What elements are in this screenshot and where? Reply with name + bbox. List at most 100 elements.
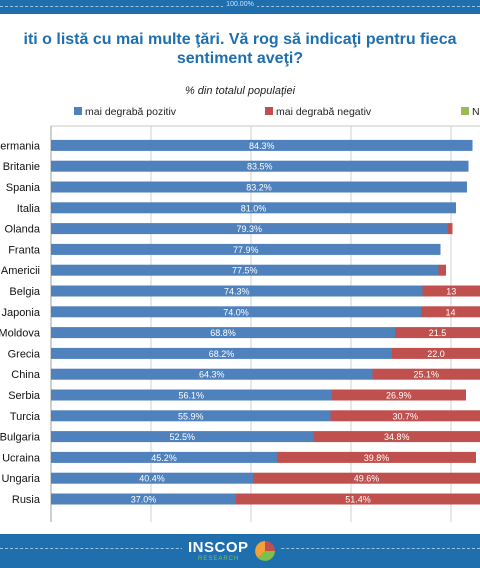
data-label-positive: 56.1% <box>178 391 204 401</box>
data-label-positive: 74.0% <box>223 307 249 317</box>
chart-title-line-1: iti o listă cu mai multe ţări. Vă rog să… <box>23 31 457 48</box>
data-label-negative: 30.7% <box>392 411 418 421</box>
data-label-negative: 51.4% <box>345 495 371 505</box>
inscop-logo: INSCOP RESEARCH <box>182 537 280 565</box>
data-label-positive: 83.2% <box>246 183 272 193</box>
category-label: Britanie <box>3 161 40 173</box>
chart-title: iti o listă cu mai multe ţări. Vă rog să… <box>0 30 480 68</box>
bar-negative <box>392 347 480 359</box>
data-label-positive: 83.5% <box>247 162 273 172</box>
data-label-negative: 25.1% <box>413 370 439 380</box>
category-label: Ucraina <box>2 452 41 464</box>
category-label: Bulgaria <box>0 432 41 444</box>
category-label: ermania <box>0 140 41 152</box>
data-label-negative: 39.8% <box>364 453 390 463</box>
data-label-negative: 13 <box>446 287 456 297</box>
category-label: Serbia <box>8 390 41 402</box>
data-label-positive: 74.3% <box>224 287 250 297</box>
data-label-positive: 68.8% <box>210 328 236 338</box>
legend-label-third: N <box>472 106 480 118</box>
legend-swatch-third <box>461 107 469 115</box>
data-label-negative: 49.6% <box>354 474 380 484</box>
chart-subtitle: % din totalul populaţiei <box>184 85 296 97</box>
data-label-positive: 84.3% <box>249 141 275 151</box>
data-label-positive: 45.2% <box>151 453 177 463</box>
data-label-positive: 40.4% <box>139 474 165 484</box>
bar-positive <box>51 431 314 443</box>
bar-positive <box>51 264 439 276</box>
legend-item-positive: mai degrabă pozitiv <box>74 106 176 118</box>
legend-swatch-negative <box>265 107 273 115</box>
data-label-positive: 52.5% <box>169 432 195 442</box>
category-label: Olanda <box>5 224 41 236</box>
logo-pie-icon <box>255 541 275 561</box>
legend-swatch-positive <box>74 107 82 115</box>
category-label: Moldova <box>0 328 41 340</box>
category-label: Franta <box>8 244 41 256</box>
data-label-negative: 34.8% <box>384 432 410 442</box>
bar-negative <box>330 410 480 422</box>
legend-label-positive: mai degrabă pozitiv <box>85 106 177 118</box>
data-label-negative: 21.5 <box>429 328 447 338</box>
category-label: Rusia <box>12 494 41 506</box>
bar-positive <box>51 389 332 401</box>
footer-band: INSCOP RESEARCH <box>0 534 480 568</box>
legend-label-negative: mai degrabă negativ <box>276 106 372 118</box>
chart-legend: mai degrabă pozitiv mai degrabă negativ … <box>0 106 480 120</box>
bar-chart: ermania 84.3% Britanie 83.5% Spania 83.2% Ital… <box>0 125 480 522</box>
bar-positive <box>51 451 277 463</box>
bar-positive <box>51 410 331 422</box>
data-label-positive: 79.3% <box>236 224 262 234</box>
bar-negative <box>395 327 480 339</box>
category-label: Grecia <box>8 348 41 360</box>
data-label-positive: 55.9% <box>178 411 204 421</box>
category-label: Belgia <box>9 286 40 298</box>
data-label-positive: 81.0% <box>241 203 267 213</box>
legend-item-third: N <box>461 106 480 118</box>
data-label-positive: 77.5% <box>232 266 258 276</box>
category-label: China <box>11 369 41 381</box>
category-label: Turcia <box>10 411 41 423</box>
data-label-negative: 26.9% <box>386 391 412 401</box>
category-label: Americii <box>1 265 40 277</box>
data-label-positive: 64.3% <box>199 370 225 380</box>
bar-positive <box>51 493 236 505</box>
chart-title-line-2: sentiment aveţi? <box>176 50 304 67</box>
bar-negative <box>331 389 466 401</box>
category-label: Spania <box>6 182 41 194</box>
bar-negative <box>236 493 480 505</box>
bar-positive <box>51 368 373 380</box>
bar-negative <box>422 285 480 297</box>
bar-negative <box>313 431 480 443</box>
bar-positive <box>51 306 421 318</box>
category-label: Italia <box>17 203 41 215</box>
bar-positive <box>51 202 456 214</box>
bar-positive <box>51 327 395 339</box>
bar-positive <box>51 160 469 172</box>
data-label-positive: 37.0% <box>131 495 157 505</box>
bar-positive <box>51 285 423 297</box>
category-label: Japonia <box>1 307 40 319</box>
bar-positive <box>51 223 448 235</box>
bar-positive <box>51 243 441 255</box>
bar-positive <box>51 472 253 484</box>
logo-text: INSCOP <box>188 539 249 556</box>
top-percent-label: 100.00% <box>0 1 480 8</box>
logo-subtext: RESEARCH <box>198 556 240 562</box>
legend-item-negative: mai degrabă negativ <box>265 106 371 118</box>
bar-negative <box>438 264 446 276</box>
data-label-positive: 77.9% <box>233 245 259 255</box>
bar-negative <box>253 472 480 484</box>
bar-negative <box>372 368 480 380</box>
bar-positive <box>51 347 392 359</box>
bar-positive <box>51 139 473 151</box>
bar-negative <box>277 451 476 463</box>
data-label-negative: 22.0 <box>427 349 445 359</box>
data-label-positive: 68.2% <box>209 349 235 359</box>
category-label: Ungaria <box>1 473 40 485</box>
top-band: 100.00% <box>0 0 480 14</box>
data-label-negative: 14 <box>445 307 455 317</box>
bar-positive <box>51 181 467 193</box>
bar-negative <box>421 306 480 318</box>
bar-negative <box>447 223 453 235</box>
